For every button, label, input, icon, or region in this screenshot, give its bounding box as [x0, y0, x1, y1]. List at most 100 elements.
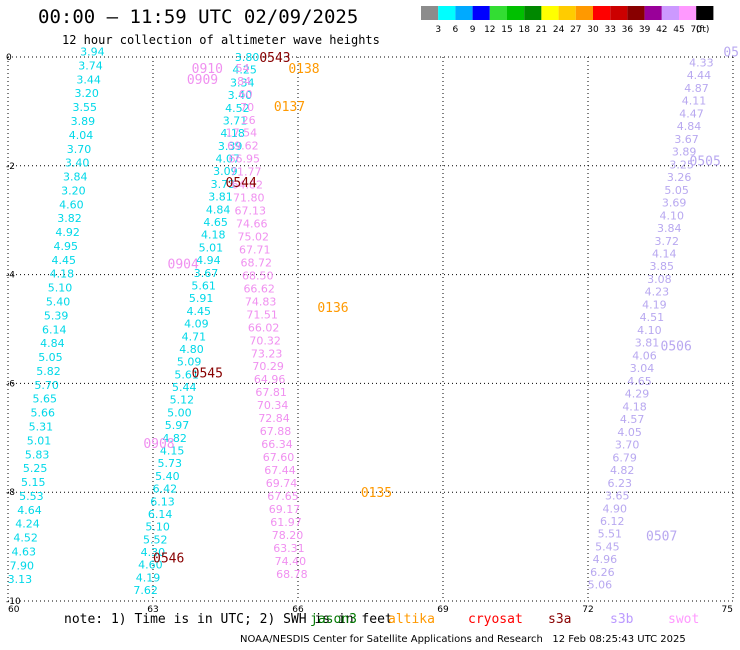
legend-bin-label: 45 [673, 25, 684, 35]
mission-label-altika: altika [388, 612, 435, 627]
wave-height-value: 3.80 [235, 51, 260, 64]
wave-height-value: 3.67 [194, 267, 219, 280]
wave-height-value: 6.13 [150, 495, 175, 508]
wave-height-value: 4.45 [187, 305, 212, 318]
wave-height-value: 3.13 [8, 573, 33, 586]
wave-height-value: 5.45 [595, 540, 620, 553]
wave-height-value: 4.11 [682, 95, 707, 108]
wave-height-value: 70.32 [249, 334, 281, 347]
wave-height-value: 4.57 [620, 413, 645, 426]
wave-height-value: 5.82 [36, 365, 61, 378]
color-scale-legend: 3 6 9 12 15 18 21 24 27 30 33 36 39 42 45 70(ft) [421, 6, 714, 35]
wave-height-value: 4.95 [53, 240, 78, 253]
y-tick-label: -4 [6, 271, 15, 281]
wave-height-value: 4.25 [232, 64, 257, 77]
wave-height-value: 61.97 [270, 516, 302, 529]
legend-swatch [489, 6, 507, 20]
wave-height-value: 4.80 [179, 343, 204, 356]
legend-bin-label: 12 [484, 25, 495, 35]
wave-height-value: 3.34 [230, 76, 255, 89]
wave-height-value: 4.90 [603, 502, 628, 515]
wave-height-value: 63.31 [273, 542, 305, 555]
wave-height-value: 3.94 [80, 46, 105, 59]
chart-title: 00:00 – 11:59 UTC 02/09/2025 [38, 6, 359, 28]
wave-height-value: 4.33 [689, 56, 714, 69]
legend-swatch [524, 6, 542, 20]
wave-height-value: 71.80 [233, 192, 265, 205]
wave-height-value: 5.52 [143, 533, 168, 546]
legend-swatch [661, 6, 679, 20]
pass-time-label: 0909 [187, 73, 218, 88]
wave-height-value: 6.79 [612, 451, 637, 464]
legend-swatch [593, 6, 611, 20]
wave-height-value: 4.65 [627, 375, 652, 388]
wave-height-value: 3.40 [65, 157, 90, 170]
wave-height-value: 3.71 [223, 114, 248, 127]
wave-height-value: 67.44 [264, 464, 296, 477]
wave-height-value: 5.61 [174, 368, 199, 381]
wave-height-value: 6.26 [590, 566, 615, 579]
mission-label-cryosat: cryosat [468, 612, 523, 627]
legend-bin-label: 42 [656, 25, 667, 35]
wave-height-value: 67.71 [239, 243, 271, 256]
wave-height-value: 66.34 [261, 438, 293, 451]
wave-height-value: 67.88 [260, 425, 292, 438]
wave-height-value: 6.23 [607, 477, 632, 490]
wave-height-value: 67.13 [235, 205, 267, 218]
wave-height-value: 3.70 [67, 143, 92, 156]
wave-height-value: 5.10 [48, 282, 73, 295]
wave-height-value: 74.66 [236, 218, 268, 231]
wave-height-value: 71.51 [246, 308, 278, 321]
wave-height-value: 66.02 [248, 321, 280, 334]
wave-height-value: 72.84 [258, 412, 290, 425]
wave-height-value: 67.60 [263, 451, 295, 464]
pass-time-label: 0506 [661, 339, 692, 354]
wave-height-value: 71.77 [230, 166, 262, 179]
wave-height-value: 70.29 [252, 360, 284, 373]
pass-time-label: 0136 [317, 301, 348, 316]
legend-bin-label: 24 [553, 25, 565, 35]
wave-height-value: 84 [237, 75, 251, 88]
mission-label-s3a: s3a [548, 612, 572, 627]
wave-height-value: 4.07 [216, 153, 241, 166]
wave-height-value: 4.82 [162, 432, 187, 445]
wave-height-value: 26 [242, 114, 256, 127]
legend-bin-label: 70 [690, 25, 702, 35]
wave-height-value: 75.02 [238, 231, 270, 244]
legend-swatch [455, 6, 473, 20]
wave-height-value: 5.12 [170, 394, 195, 407]
legend-swatch [575, 6, 593, 20]
wave-height-value: 5.73 [158, 457, 183, 470]
wave-height-value: 7.90 [10, 559, 35, 572]
wave-height-value: 78.20 [272, 529, 304, 542]
wave-height-value: 68.72 [240, 256, 272, 269]
wave-height-value: 5.01 [27, 434, 52, 447]
legend-bin-label: 27 [570, 25, 581, 35]
wave-height-value: 4.52 [13, 532, 38, 545]
legend-bin-label: 3 [435, 25, 441, 35]
legend-swatch [438, 6, 456, 20]
wave-height-value: 73.23 [251, 347, 283, 360]
wave-height-value: 4.64 [17, 504, 42, 517]
wave-height-value: 69.17 [269, 503, 301, 516]
legend-bin-label: 15 [501, 25, 512, 35]
wave-height-value: 5.01 [199, 241, 224, 254]
legend-swatch [472, 6, 490, 20]
wave-height-value: 4.10 [659, 209, 684, 222]
legend-bin-label: 21 [536, 25, 547, 35]
wave-height-value: 70 [240, 101, 254, 114]
wave-height-value: 4.23 [645, 286, 670, 299]
wave-height-value: 5.40 [155, 470, 180, 483]
pass-time-label: 0544 [226, 176, 257, 191]
wave-height-value: 3.82 [57, 212, 82, 225]
wave-height-value: 5.25 [23, 462, 48, 475]
legend-bin-label: 36 [622, 25, 634, 35]
legend-swatch [421, 6, 439, 20]
wave-height-value: 4.65 [203, 216, 228, 229]
wave-height-value: 4.84 [40, 337, 65, 350]
wave-height-value: 5.51 [598, 528, 623, 541]
y-tick-label: -2 [6, 162, 15, 172]
wave-height-value: 4.45 [52, 254, 77, 267]
wave-height-value: 3.04 [630, 362, 655, 375]
